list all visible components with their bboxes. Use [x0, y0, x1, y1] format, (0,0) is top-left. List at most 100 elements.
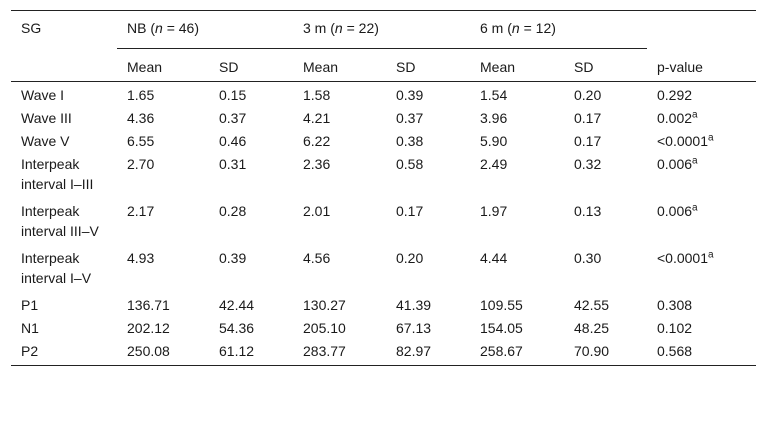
- pvalue-text: 0.308: [657, 297, 693, 313]
- row-label: P1: [21, 297, 39, 313]
- row-label: Wave III: [21, 110, 72, 126]
- table-cell: 136.71: [127, 297, 170, 313]
- table-cell: 0.58: [396, 156, 424, 172]
- group-header-nb: NB (n = 46): [117, 10, 293, 49]
- table-row: Interpeak interval I–III 2.70 0.31 2.36 0.58…: [11, 153, 756, 200]
- pvalue-cell: 0.006a: [647, 200, 756, 247]
- table-cell: 67.13: [396, 320, 432, 336]
- pvalue-text: <0.0001: [657, 133, 708, 149]
- row-label: Wave I: [21, 87, 65, 103]
- table-cell: 258.67: [480, 343, 523, 359]
- table-cell: 0.46: [219, 133, 247, 149]
- table-cell: 2.36: [303, 156, 331, 172]
- pvalue-cell: 0.006a: [647, 153, 756, 200]
- pvalue-text: 0.006: [657, 203, 693, 219]
- table-cell: 0.13: [574, 203, 602, 219]
- table-cell: 1.58: [303, 87, 331, 103]
- row-label: P2: [21, 343, 39, 359]
- significance-marker: a: [708, 132, 714, 144]
- row-label: Wave V: [21, 133, 70, 149]
- table-row: P2 250.08 61.12 283.77 82.97 258.67 70.90 0.568: [11, 340, 756, 366]
- table-cell: 4.21: [303, 110, 331, 126]
- mean-header: Mean: [480, 59, 516, 75]
- significance-marker: a: [708, 249, 714, 261]
- significance-marker: a: [692, 109, 698, 121]
- table-cell: 1.97: [480, 203, 508, 219]
- pvalue-header-spacer: [647, 11, 756, 49]
- table-cell: 0.32: [574, 156, 602, 172]
- pvalue-text: 0.292: [657, 87, 693, 103]
- table-cell: 283.77: [303, 343, 346, 359]
- pvalue-text: 0.568: [657, 343, 693, 359]
- header-blank: [11, 49, 117, 82]
- table-cell: 154.05: [480, 320, 523, 336]
- header-row-groups: SG NB (n = 46) 3 m (n = 22) 6 m (n = 12): [11, 10, 756, 49]
- table-cell: 42.44: [219, 297, 255, 313]
- row-label: Interpeak interval I–III: [21, 156, 94, 192]
- table-cell: 48.25: [574, 320, 610, 336]
- pvalue-cell: 0.308: [647, 294, 756, 317]
- sg-header: SG: [21, 20, 42, 36]
- pvalue-cell: 0.292: [647, 82, 756, 108]
- pvalue-cell: <0.0001a: [647, 130, 756, 153]
- table-row: Interpeak interval III–V 2.17 0.28 2.01 0.17…: [11, 200, 756, 247]
- table-row: Wave III 4.36 0.37 4.21 0.37 3.96 0.17 0.002a: [11, 107, 756, 130]
- table-row: N1 202.12 54.36 205.10 67.13 154.05 48.25 0.102: [11, 317, 756, 340]
- table-cell: 2.70: [127, 156, 155, 172]
- group-header-3m: 3 m (n = 22): [293, 10, 470, 49]
- table-cell: 41.39: [396, 297, 432, 313]
- table-row: P1 136.71 42.44 130.27 41.39 109.55 42.55 0.308: [11, 294, 756, 317]
- table-cell: 250.08: [127, 343, 170, 359]
- table-cell: 70.90: [574, 343, 610, 359]
- sd-header: SD: [219, 59, 239, 75]
- table-cell: 0.39: [219, 250, 247, 266]
- table-cell: 4.44: [480, 250, 508, 266]
- table-cell: 6.22: [303, 133, 331, 149]
- table-cell: 6.55: [127, 133, 155, 149]
- table-row: Wave I 1.65 0.15 1.58 0.39 1.54 0.20 0.292: [11, 82, 756, 108]
- mean-header: Mean: [127, 59, 163, 75]
- table-cell: 2.49: [480, 156, 508, 172]
- row-label: Interpeak interval I–V: [21, 250, 92, 286]
- table-cell: 0.37: [219, 110, 247, 126]
- table-cell: 0.38: [396, 133, 424, 149]
- header-row-stats: Mean SD Mean SD Mean SD p-value: [11, 49, 756, 82]
- table-cell: 82.97: [396, 343, 432, 359]
- pvalue-cell: 0.002a: [647, 107, 756, 130]
- table-cell: 202.12: [127, 320, 170, 336]
- table-cell: 4.93: [127, 250, 155, 266]
- table-row: Interpeak interval I–V 4.93 0.39 4.56 0.20 4.…: [11, 247, 756, 294]
- table-row: Wave V 6.55 0.46 6.22 0.38 5.90 0.17 <0.0001a: [11, 130, 756, 153]
- sd-header: SD: [574, 59, 594, 75]
- row-label: N1: [21, 320, 39, 336]
- table-cell: 42.55: [574, 297, 610, 313]
- significance-marker: a: [692, 202, 698, 214]
- table-cell: 3.96: [480, 110, 508, 126]
- results-table: SG NB (n = 46) 3 m (n = 22) 6 m (n = 12)…: [11, 10, 756, 366]
- group-header-6m: 6 m (n = 12): [470, 10, 647, 49]
- pvalue-text: 0.006: [657, 156, 693, 172]
- table-cell: 130.27: [303, 297, 346, 313]
- table-cell: 5.90: [480, 133, 508, 149]
- sd-header: SD: [396, 59, 416, 75]
- table-cell: 205.10: [303, 320, 346, 336]
- pvalue-header: p-value: [657, 59, 703, 75]
- table-cell: 0.28: [219, 203, 247, 219]
- table-cell: 2.01: [303, 203, 331, 219]
- table-cell: 0.39: [396, 87, 424, 103]
- row-label: Interpeak interval III–V: [21, 203, 99, 239]
- table-cell: 0.20: [574, 87, 602, 103]
- significance-marker: a: [692, 155, 698, 167]
- mean-header: Mean: [303, 59, 339, 75]
- table-cell: 109.55: [480, 297, 523, 313]
- pvalue-text: 0.102: [657, 320, 693, 336]
- table-cell: 0.30: [574, 250, 602, 266]
- table-cell: 0.15: [219, 87, 247, 103]
- pvalue-cell: 0.568: [647, 340, 756, 366]
- table-cell: 0.37: [396, 110, 424, 126]
- table-cell: 4.36: [127, 110, 155, 126]
- table-cell: 0.31: [219, 156, 247, 172]
- table-cell: 1.54: [480, 87, 508, 103]
- table-cell: 2.17: [127, 203, 155, 219]
- pvalue-text: <0.0001: [657, 250, 708, 266]
